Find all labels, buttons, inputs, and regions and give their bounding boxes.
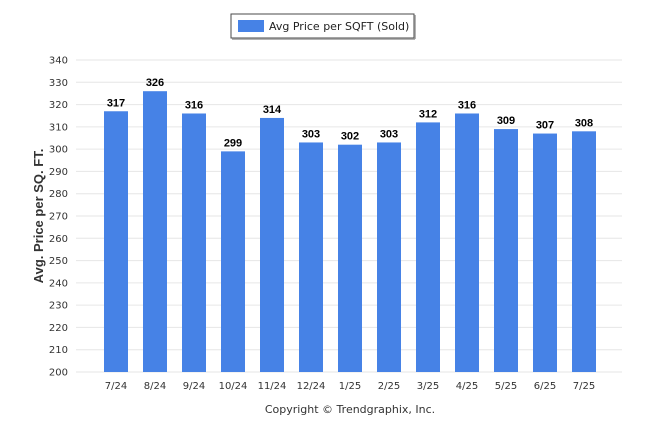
y-tick-label: 290 bbox=[49, 167, 68, 178]
bar[interactable] bbox=[338, 144, 362, 372]
bar[interactable] bbox=[494, 129, 518, 372]
y-axis-ticks: 200 210 220 230 240 250 260 270 280 290 300 310 320 3… bbox=[49, 56, 68, 379]
y-tick-label: 330 bbox=[49, 78, 68, 89]
legend-label: Avg Price per SQFT (Sold) bbox=[269, 20, 409, 33]
bar[interactable] bbox=[182, 113, 206, 372]
bar[interactable] bbox=[104, 111, 128, 372]
x-tick-label: 12/24 bbox=[297, 381, 326, 392]
data-label: 308 bbox=[575, 117, 593, 129]
x-tick-label: 2/25 bbox=[378, 381, 400, 392]
data-label: 312 bbox=[419, 108, 437, 120]
bar[interactable] bbox=[221, 151, 245, 372]
data-labels: 317 326 316 299 314 303 302 303 312 316 309 307 308 bbox=[107, 77, 593, 149]
y-tick-label: 260 bbox=[49, 234, 68, 245]
data-label: 326 bbox=[146, 77, 164, 89]
bar[interactable] bbox=[143, 91, 167, 372]
data-label: 314 bbox=[263, 104, 282, 116]
x-tick-label: 3/25 bbox=[417, 381, 439, 392]
y-tick-label: 310 bbox=[49, 122, 68, 133]
y-tick-label: 280 bbox=[49, 189, 68, 200]
bar[interactable] bbox=[260, 117, 284, 372]
x-tick-label: 10/24 bbox=[219, 381, 248, 392]
legend-swatch bbox=[238, 20, 264, 32]
data-label: 316 bbox=[458, 99, 476, 111]
bar[interactable] bbox=[572, 131, 596, 372]
data-label: 317 bbox=[107, 97, 125, 109]
bars bbox=[104, 91, 596, 373]
x-tick-label: 4/25 bbox=[456, 381, 478, 392]
y-tick-label: 300 bbox=[49, 145, 68, 156]
y-tick-label: 340 bbox=[49, 56, 68, 67]
data-label: 309 bbox=[497, 115, 515, 127]
y-tick-label: 250 bbox=[49, 256, 68, 267]
bar[interactable] bbox=[455, 113, 479, 372]
x-tick-label: 7/24 bbox=[105, 381, 127, 392]
data-label: 307 bbox=[536, 120, 554, 132]
y-tick-label: 270 bbox=[49, 212, 68, 223]
data-label: 303 bbox=[380, 128, 398, 140]
x-tick-label: 7/25 bbox=[573, 381, 595, 392]
y-tick-label: 240 bbox=[49, 278, 68, 289]
x-tick-label: 6/25 bbox=[534, 381, 556, 392]
y-tick-label: 200 bbox=[49, 368, 68, 379]
data-label: 316 bbox=[185, 99, 203, 111]
y-tick-label: 220 bbox=[49, 323, 68, 334]
x-tick-label: 8/24 bbox=[144, 381, 166, 392]
bar[interactable] bbox=[533, 133, 557, 372]
x-tick-label: 9/24 bbox=[183, 381, 205, 392]
x-axis-ticks: 7/24 8/24 9/24 10/24 11/24 12/24 1/25 2/25 3/25 4… bbox=[105, 381, 595, 392]
x-tick-label: 5/25 bbox=[495, 381, 517, 392]
y-tick-label: 230 bbox=[49, 301, 68, 312]
data-label: 302 bbox=[341, 131, 359, 143]
x-tick-label: 1/25 bbox=[339, 381, 361, 392]
y-tick-label: 210 bbox=[49, 345, 68, 356]
bar[interactable] bbox=[377, 142, 401, 372]
bar[interactable] bbox=[416, 122, 440, 373]
legend[interactable]: Avg Price per SQFT (Sold) bbox=[230, 13, 416, 40]
x-tick-label: 11/24 bbox=[258, 381, 287, 392]
data-label: 299 bbox=[224, 137, 242, 149]
y-tick-label: 320 bbox=[49, 100, 68, 111]
bar[interactable] bbox=[299, 142, 323, 372]
data-label: 303 bbox=[302, 128, 320, 140]
copyright-text: Copyright © Trendgraphix, Inc. bbox=[265, 403, 435, 416]
y-axis-label: Avg. Price per SQ. FT. bbox=[31, 149, 46, 284]
